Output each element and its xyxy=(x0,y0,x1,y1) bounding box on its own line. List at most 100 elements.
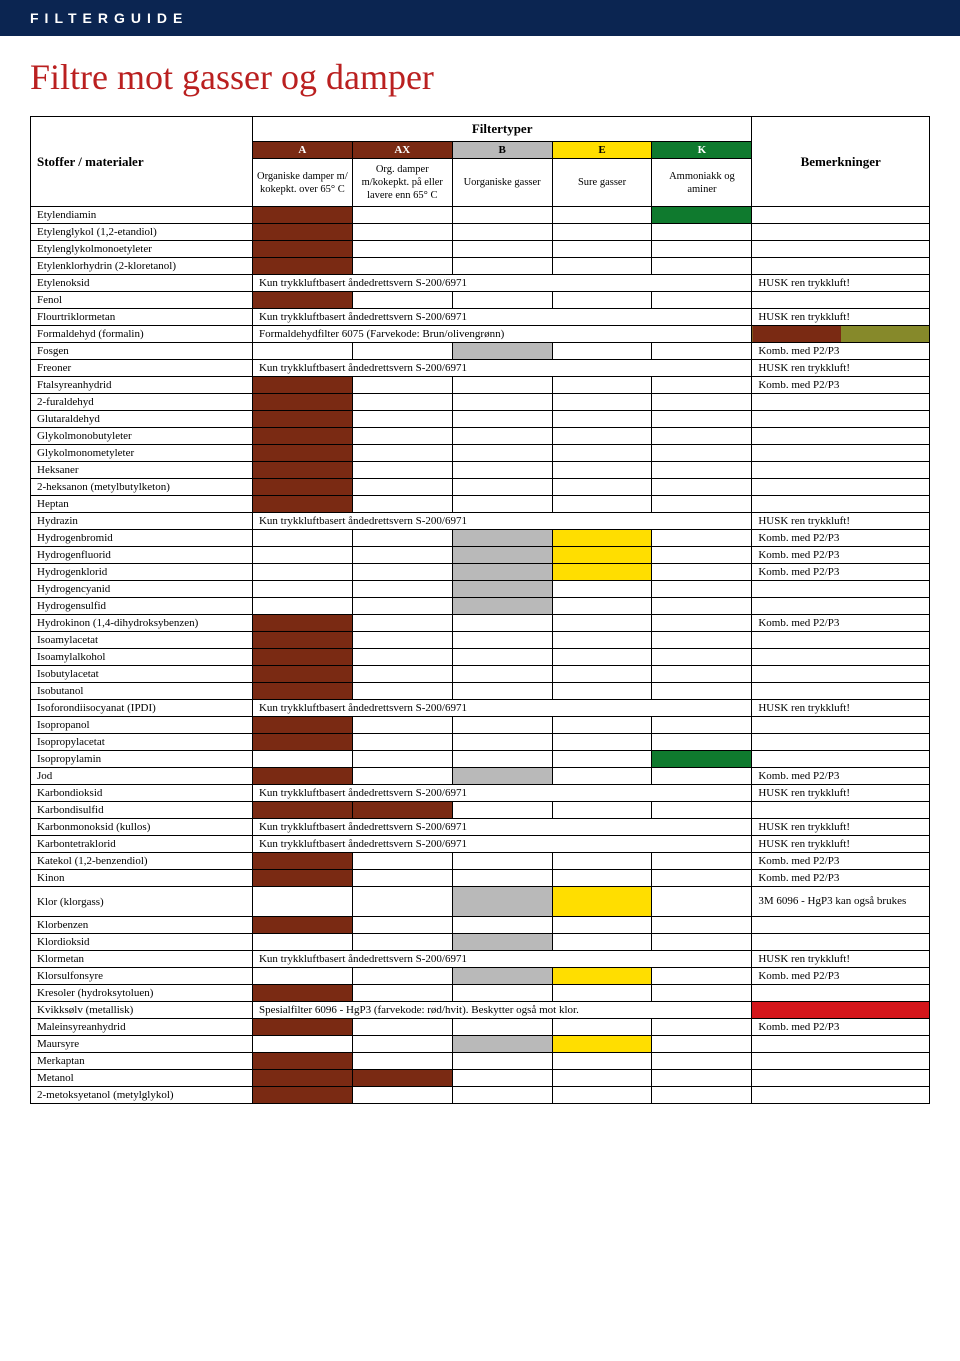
table-row: Heptan xyxy=(31,496,930,513)
substance-name: Klorbenzen xyxy=(31,917,253,934)
substance-name: Hydrogensulfid xyxy=(31,598,253,615)
remark-cell: HUSK ren trykkluft! xyxy=(752,309,930,326)
table-row: Etylendiamin xyxy=(31,207,930,224)
filter-cell-B xyxy=(452,479,552,496)
remark-cell: HUSK ren trykkluft! xyxy=(752,785,930,802)
substance-name: Metanol xyxy=(31,1070,253,1087)
filter-cell-E xyxy=(552,887,652,917)
table-row: FlourtriklormetanKun trykkluftbasert ånd… xyxy=(31,309,930,326)
filter-cell-B xyxy=(452,615,552,632)
filter-cell-B xyxy=(452,1019,552,1036)
table-row: Hydrogencyanid xyxy=(31,581,930,598)
table-row: Klorbenzen xyxy=(31,917,930,934)
filter-cell-K xyxy=(652,1087,752,1104)
table-row: Isoamylacetat xyxy=(31,632,930,649)
filter-cell-E xyxy=(552,496,652,513)
remark-cell xyxy=(752,598,930,615)
filter-cell-E xyxy=(552,598,652,615)
table-row: KinonKomb. med P2/P3 xyxy=(31,870,930,887)
remark-cell: Komb. med P2/P3 xyxy=(752,1019,930,1036)
filter-cell-B xyxy=(452,207,552,224)
filter-cell-E xyxy=(552,343,652,360)
filter-cell-A xyxy=(252,649,352,666)
filter-cell-AX xyxy=(352,224,452,241)
filter-cell-E xyxy=(552,241,652,258)
filter-cell-AX xyxy=(352,968,452,985)
filter-cell-A xyxy=(252,411,352,428)
filter-cell-E xyxy=(552,411,652,428)
filter-cell-E xyxy=(552,934,652,951)
content: Filtre mot gasser og damper Stoffer / ma… xyxy=(0,36,960,1144)
substance-name: Karbondisulfid xyxy=(31,802,253,819)
filter-cell-A xyxy=(252,394,352,411)
table-row: Isobutylacetat xyxy=(31,666,930,683)
filter-cell-K xyxy=(652,292,752,309)
filter-cell-AX xyxy=(352,1036,452,1053)
filter-cell-K xyxy=(652,802,752,819)
filter-cell-B xyxy=(452,717,552,734)
filter-cell-E xyxy=(552,428,652,445)
filter-cell-E xyxy=(552,802,652,819)
table-row: Karbondisulfid xyxy=(31,802,930,819)
filter-cell-E xyxy=(552,768,652,785)
table-row: Etylenklorhydrin (2-kloretanol) xyxy=(31,258,930,275)
table-row: Karbonmonoksid (kullos)Kun trykkluftbase… xyxy=(31,819,930,836)
filter-cell-E xyxy=(552,870,652,887)
filter-cell-B xyxy=(452,632,552,649)
remark-cell xyxy=(752,1087,930,1104)
substance-name: Fenol xyxy=(31,292,253,309)
substance-name: Freoner xyxy=(31,360,253,377)
substance-name: Katekol (1,2-benzendiol) xyxy=(31,853,253,870)
filter-cell-B xyxy=(452,581,552,598)
filter-cell-AX xyxy=(352,598,452,615)
filter-cell-K xyxy=(652,258,752,275)
substance-name: Heksaner xyxy=(31,462,253,479)
substance-name: Hydrazin xyxy=(31,513,253,530)
filter-cell-E xyxy=(552,1070,652,1087)
table-row: HydrogenkloridKomb. med P2/P3 xyxy=(31,564,930,581)
table-body: EtylendiaminEtylenglykol (1,2-etandiol)E… xyxy=(31,207,930,1104)
table-row: Heksaner xyxy=(31,462,930,479)
filter-cell-AX xyxy=(352,411,452,428)
remark-cell: Komb. med P2/P3 xyxy=(752,547,930,564)
filter-cell-K xyxy=(652,683,752,700)
filter-cell-E xyxy=(552,717,652,734)
filter-cell-B xyxy=(452,258,552,275)
remark-cell: Komb. med P2/P3 xyxy=(752,564,930,581)
filter-cell-AX xyxy=(352,258,452,275)
filter-cell-E xyxy=(552,445,652,462)
filter-cell-B xyxy=(452,394,552,411)
merged-note: Kun trykkluftbasert åndedrettsvern S-200… xyxy=(252,309,751,326)
substance-name: Glykolmonometyleter xyxy=(31,445,253,462)
filter-cell-AX xyxy=(352,802,452,819)
filter-cell-K xyxy=(652,394,752,411)
filter-cell-A xyxy=(252,564,352,581)
remark-cell: Komb. med P2/P3 xyxy=(752,968,930,985)
filter-cell-B xyxy=(452,598,552,615)
substance-name: Isoforondiisocyanat (IPDI) xyxy=(31,700,253,717)
filter-cell-E xyxy=(552,683,652,700)
filter-cell-E xyxy=(552,734,652,751)
remark-cell xyxy=(752,394,930,411)
merged-note: Kun trykkluftbasert åndedrettsvern S-200… xyxy=(252,951,751,968)
table-row: KlorsulfonsyreKomb. med P2/P3 xyxy=(31,968,930,985)
table-row: 2-furaldehyd xyxy=(31,394,930,411)
filter-cell-K xyxy=(652,853,752,870)
table-row: Maleinsyreanhydrid Komb. med P2/P3 xyxy=(31,1019,930,1036)
substance-name: Maleinsyreanhydrid xyxy=(31,1019,253,1036)
filter-cell-E xyxy=(552,1019,652,1036)
remark-cell xyxy=(752,462,930,479)
substance-name: Isobutylacetat xyxy=(31,666,253,683)
substance-name: Fosgen xyxy=(31,343,253,360)
substance-name: Isoamylalkohol xyxy=(31,649,253,666)
substance-name: Etylenglykolmonoetyleter xyxy=(31,241,253,258)
table-row: 2-heksanon (metylbutylketon) xyxy=(31,479,930,496)
filter-cell-K xyxy=(652,1036,752,1053)
remark-cell: 3M 6096 - HgP3 kan også brukes xyxy=(752,887,930,917)
filter-cell-K xyxy=(652,968,752,985)
filter-cell-E xyxy=(552,292,652,309)
remark-cell xyxy=(752,326,930,343)
filter-cell-E xyxy=(552,377,652,394)
filter-cell-B xyxy=(452,666,552,683)
filter-cell-E xyxy=(552,1036,652,1053)
